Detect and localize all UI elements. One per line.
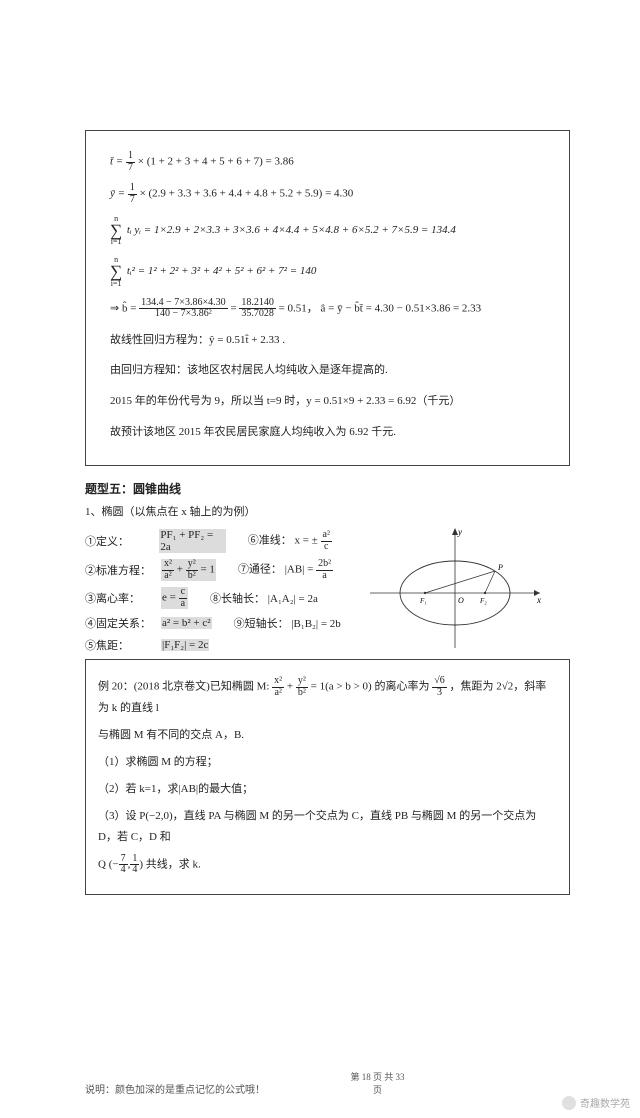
footer-note: 说明：颜色加深的是重点记忆的公式哦！: [85, 1081, 265, 1096]
sigma-2: n∑i=1: [110, 256, 122, 287]
ellipse-intro: 1、椭圆（以焦点在 x 轴上的为例）: [85, 503, 570, 519]
ex20-line1: 例 20：(2018 北京卷文)已知椭圆 M: x²a² + y²b² = 1(…: [98, 676, 557, 719]
sigma-1: n∑i=1: [110, 215, 122, 246]
svg-text:F₁: F₁: [419, 597, 427, 605]
frac-17a: 17: [126, 151, 135, 173]
sum2-body: tᵢ² = 1² + 2² + 3² + 4² + 5² + 6² + 7² =…: [127, 265, 317, 277]
eq1-lhs: t̄ =: [110, 156, 123, 168]
frac-bhat1: 134.4 − 7×3.86×4.30140 − 7×3.86²: [139, 298, 227, 320]
frac-17b: 17: [128, 183, 137, 205]
svg-text:F₂: F₂: [479, 597, 487, 605]
eq-bhat: ⇒ b̂ = 134.4 − 7×3.86×4.30140 − 7×3.86² …: [110, 298, 557, 320]
f3: ③离心率： e = ca ⑧长轴长： |A₁A₂| = 2a: [85, 587, 365, 609]
eq1-rhs: × (1 + 2 + 3 + 4 + 5 + 6 + 7) = 3.86: [138, 156, 294, 168]
line-regression: 故线性回归方程为：ŷ = 0.51t̂ + 2.33 .: [110, 330, 557, 351]
example-box-20: 例 20：(2018 北京卷文)已知椭圆 M: x²a² + y²b² = 1(…: [85, 659, 570, 894]
eq2-lhs: ȳ =: [110, 188, 125, 200]
eq2-rhs: × (2.9 + 3.3 + 3.6 + 4.4 + 4.8 + 5.2 + 5…: [140, 188, 354, 200]
watermark-icon: [562, 1096, 576, 1110]
sum1-body: tᵢ yᵢ = 1×2.9 + 2×3.3 + 3×3.6 + 4×4.4 + …: [127, 224, 456, 236]
line-2015-calc: 2015 年的年份代号为 9，所以当 t=9 时，y = 0.51×9 + 2.…: [110, 391, 557, 412]
f2: ②标准方程： x²a² + y²b² = 1 ⑦通径： |AB| = 2b²a: [85, 559, 365, 581]
eq-sum-t2: n∑i=1 tᵢ² = 1² + 2² + 3² + 4² + 5² + 6² …: [110, 256, 557, 287]
solution-box-1: t̄ = 17 × (1 + 2 + 3 + 4 + 5 + 6 + 7) = …: [85, 130, 570, 466]
watermark-text: 奇趣数学苑: [580, 1095, 630, 1110]
eq5-mid: =: [230, 302, 236, 314]
ex20-line2: 与椭圆 M 有不同的交点 A，B.: [98, 725, 557, 746]
line-conclusion1: 由回归方程知：该地区农村居民人均纯收入是逐年提高的.: [110, 360, 557, 381]
ellipse-graph: y x O F₁ F₂ P: [365, 523, 570, 656]
ex20-q3a: （3）设 P(−2,0)，直线 PA 与椭圆 M 的另一个交点为 C，直线 PB…: [98, 806, 557, 848]
eq5-pre: ⇒ b̂ =: [110, 302, 136, 314]
formula-graph-row: ①定义： PF₁ + PF₂ = 2a ⑥准线： x = ± a²c ②标准方程…: [85, 523, 570, 659]
page-number: 第 18 页 共 33 页: [265, 1070, 490, 1096]
ex20-q1: （1）求椭圆 M 的方程；: [98, 752, 557, 773]
formula-column: ①定义： PF₁ + PF₂ = 2a ⑥准线： x = ± a²c ②标准方程…: [85, 523, 365, 659]
line-conclusion2: 故预计该地区 2015 年农民居民家庭人均纯收入为 6.92 千元.: [110, 422, 557, 443]
eq5-post: = 0.51， â = ȳ − b̂t̄ = 4.30 − 0.51×3.86 …: [279, 302, 482, 314]
watermark: 奇趣数学苑: [562, 1095, 630, 1110]
svg-text:O: O: [458, 596, 464, 605]
svg-text:x: x: [536, 595, 541, 605]
f5: ⑤焦距： |F₁F₂| = 2c: [85, 637, 365, 653]
ellipse-svg: y x O F₁ F₂ P: [365, 523, 545, 653]
eq-ybar: ȳ = 17 × (2.9 + 3.3 + 3.6 + 4.4 + 4.8 + …: [110, 183, 557, 205]
f1: ①定义： PF₁ + PF₂ = 2a ⑥准线： x = ± a²c: [85, 529, 365, 553]
page-footer: 说明：颜色加深的是重点记忆的公式哦！ 第 18 页 共 33 页: [0, 1070, 640, 1096]
f4: ④固定关系： a² = b² + c² ⑨短轴长： |B₁B₂| = 2b: [85, 615, 365, 631]
ex20-q2: （2）若 k=1，求|AB|的最大值；: [98, 779, 557, 800]
svg-text:P: P: [497, 563, 503, 572]
svg-text:y: y: [457, 527, 462, 537]
ex20-q3b: Q (−74,14) 共线，求 k.: [98, 854, 557, 876]
eq-sum-ty: n∑i=1 tᵢ yᵢ = 1×2.9 + 2×3.3 + 3×3.6 + 4×…: [110, 215, 557, 246]
eq-tbar: t̄ = 17 × (1 + 2 + 3 + 4 + 5 + 6 + 7) = …: [110, 151, 557, 173]
frac-bhat2: 18.214035.7028: [239, 298, 276, 320]
section-title: 题型五：圆锥曲线: [85, 480, 570, 497]
